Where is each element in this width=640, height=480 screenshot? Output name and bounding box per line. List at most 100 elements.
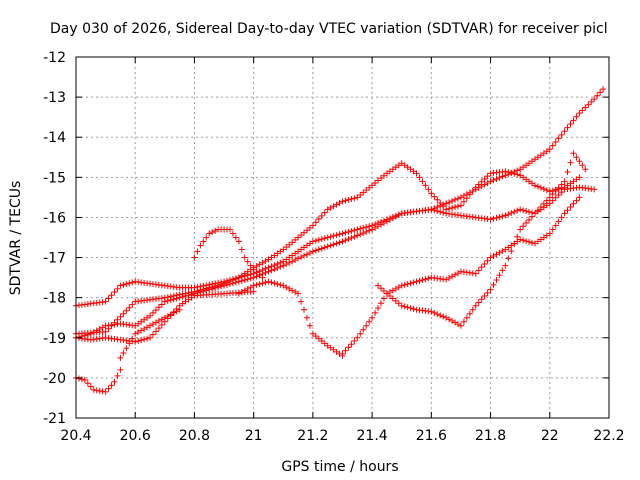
data-point xyxy=(437,208,444,215)
data-point xyxy=(253,269,260,276)
data-point xyxy=(96,387,103,394)
data-point xyxy=(321,235,328,242)
data-point xyxy=(555,135,562,142)
data-point xyxy=(336,231,343,238)
data-point xyxy=(505,211,512,218)
data-point xyxy=(481,260,488,267)
data-point xyxy=(81,376,88,383)
data-point xyxy=(111,289,118,296)
data-point xyxy=(312,247,319,254)
data-point xyxy=(472,302,479,309)
x-tick-label: 20.4 xyxy=(60,428,91,444)
x-tick-label: 22.2 xyxy=(593,428,624,444)
data-point xyxy=(102,388,109,395)
data-point xyxy=(206,286,213,293)
data-point xyxy=(324,234,331,241)
data-point xyxy=(123,281,130,288)
x-axis-ticks: 20.4 20.6 20.8 21 21.2 21.4 21.6 21.8 22 22.2 xyxy=(60,57,625,444)
series-track-e xyxy=(191,226,266,281)
data-point xyxy=(212,285,219,292)
series-track-g xyxy=(339,194,583,357)
data-point xyxy=(123,307,130,314)
data-point xyxy=(141,336,148,343)
x-tick-label: 21.8 xyxy=(475,428,506,444)
data-point xyxy=(490,177,497,184)
data-point xyxy=(594,92,601,99)
data-point xyxy=(339,350,346,357)
data-point xyxy=(129,279,136,286)
data-point xyxy=(78,376,85,383)
data-point xyxy=(256,271,263,278)
data-point xyxy=(194,248,201,255)
data-point xyxy=(129,335,136,342)
data-point xyxy=(419,277,426,284)
data-point xyxy=(531,210,538,217)
data-point xyxy=(546,230,553,237)
data-point xyxy=(247,275,254,282)
data-point xyxy=(327,233,334,240)
data-point xyxy=(309,248,316,255)
series-track-f xyxy=(235,278,346,359)
data-point xyxy=(431,193,438,200)
data-point xyxy=(241,277,248,284)
data-point xyxy=(360,326,367,333)
x-tick-label: 21 xyxy=(245,428,263,444)
data-point xyxy=(434,311,441,318)
data-point xyxy=(348,341,355,348)
data-point xyxy=(588,98,595,105)
data-point xyxy=(215,284,222,291)
y-tick-label: -14 xyxy=(43,130,66,146)
data-point xyxy=(398,302,405,309)
data-point xyxy=(221,282,228,289)
data-point xyxy=(179,293,186,300)
data-point xyxy=(457,322,464,329)
data-point xyxy=(457,202,464,209)
data-point xyxy=(561,128,568,135)
data-point xyxy=(425,275,432,282)
data-point xyxy=(120,350,127,357)
data-point xyxy=(549,197,556,204)
series-track-j xyxy=(117,306,183,361)
data-point xyxy=(117,282,124,289)
data-point xyxy=(520,237,527,244)
data-point xyxy=(158,321,165,328)
data-point xyxy=(546,188,553,195)
data-point xyxy=(505,169,512,176)
data-point xyxy=(354,334,361,341)
data-point xyxy=(303,314,310,321)
data-point xyxy=(262,279,269,286)
data-point xyxy=(463,195,470,202)
y-tick-label: -19 xyxy=(43,331,66,347)
data-point xyxy=(511,170,518,177)
data-point xyxy=(363,322,370,329)
data-point xyxy=(138,337,145,344)
data-point xyxy=(511,208,518,215)
data-point xyxy=(576,110,583,117)
data-point xyxy=(416,277,423,284)
data-point xyxy=(357,330,364,337)
data-point xyxy=(369,314,376,321)
data-point xyxy=(413,170,420,177)
data-point xyxy=(434,196,441,203)
data-point xyxy=(454,203,461,210)
data-point xyxy=(567,120,574,127)
data-point xyxy=(161,298,168,305)
data-point xyxy=(238,277,245,284)
data-point xyxy=(472,270,479,277)
data-point xyxy=(232,234,239,241)
data-point xyxy=(591,186,598,193)
data-point xyxy=(345,228,352,235)
data-point xyxy=(517,236,524,243)
data-point xyxy=(206,230,213,237)
data-point xyxy=(351,195,358,202)
data-point xyxy=(540,185,547,192)
data-point xyxy=(481,293,488,300)
data-point xyxy=(144,335,151,342)
data-point xyxy=(191,254,198,261)
data-point xyxy=(484,257,491,264)
data-point xyxy=(508,210,515,217)
data-point xyxy=(126,340,133,347)
data-point xyxy=(235,278,242,285)
data-point xyxy=(514,207,521,214)
data-point xyxy=(224,281,231,288)
